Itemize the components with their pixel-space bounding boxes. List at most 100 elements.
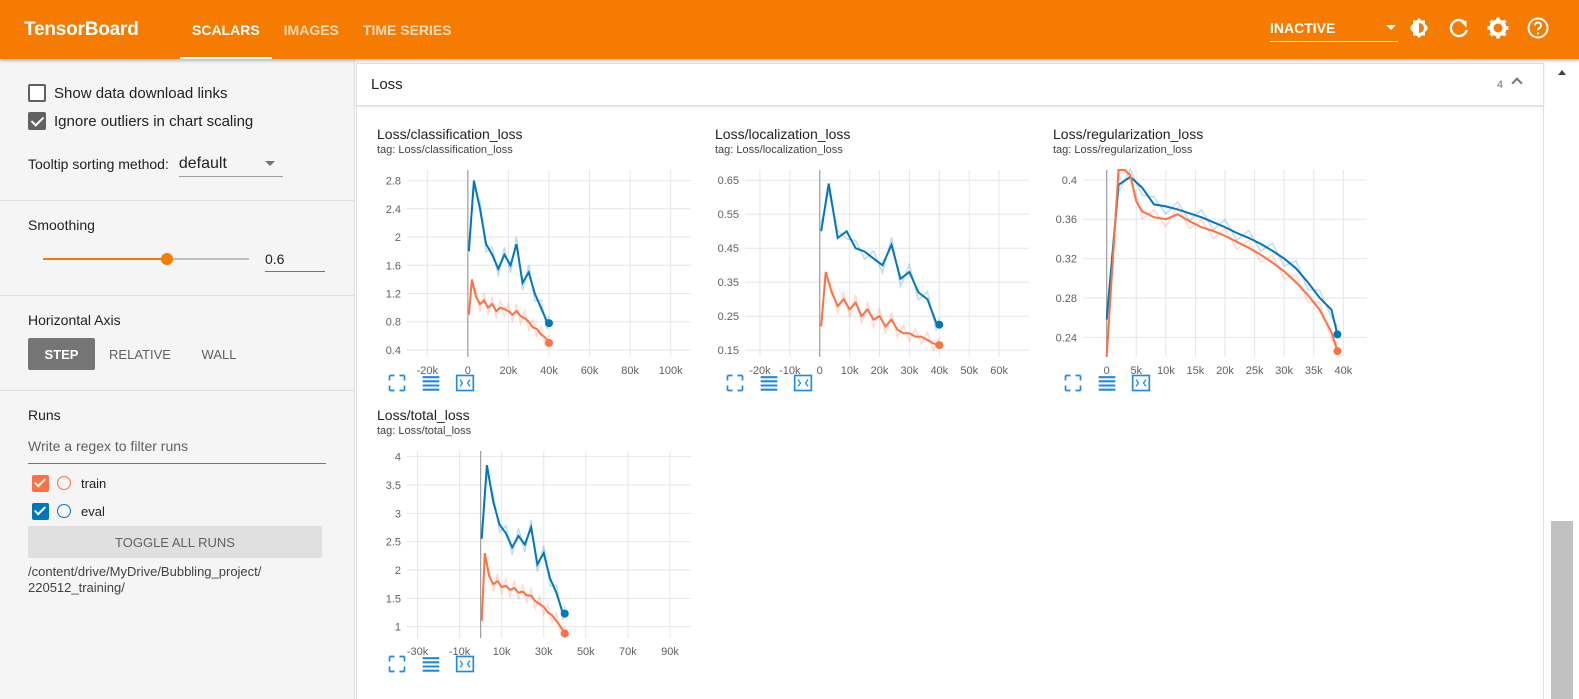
theme-toggle-icon[interactable] — [1407, 16, 1431, 40]
group-title: Loss — [371, 76, 403, 93]
tab-time-series[interactable]: TIME SERIES — [362, 21, 452, 38]
tab-images[interactable]: IMAGES — [283, 21, 339, 38]
chart-title: Loss/classification_loss — [377, 126, 523, 142]
x-tick-label: 0 — [817, 365, 823, 377]
y-tick-label: 3.5 — [386, 480, 401, 492]
line-chart: 0.24 0.28 0.32 0.36 0.4 0 5k 10k 15k 20k 25k 30k 35k… — [1056, 168, 1367, 377]
plugin-status-dropdown[interactable]: INACTIVE — [1270, 14, 1398, 42]
x-tick-label: 10k — [493, 646, 511, 658]
line-chart: 1 1.5 2 2.5 3 3.5 4 -30k -10k 10k 30k 50k 70k 90k — [386, 451, 691, 658]
ignore-outliers-checkbox[interactable] — [28, 112, 46, 130]
x-tick-label: 40k — [930, 365, 948, 377]
fullscreen-icon[interactable] — [385, 654, 409, 674]
main-scrollbar[interactable] — [1549, 59, 1579, 699]
top-app-bar: TensorBoard SCALARS IMAGES TIME SERIES I… — [0, 0, 1579, 59]
ignore-outliers-row[interactable]: Ignore outliers in chart scaling — [0, 107, 253, 135]
axis-relative-button[interactable]: RELATIVE — [109, 346, 171, 362]
x-tick-label: 15k — [1187, 365, 1205, 377]
y-tick-label: 2 — [395, 232, 401, 244]
run-train-checkbox[interactable] — [32, 474, 49, 492]
logdir-path: /content/drive/MyDrive/Bubbling_project/… — [28, 564, 262, 595]
x-tick-label: 0 — [1104, 365, 1110, 377]
run-eval-label: eval — [81, 503, 105, 519]
chart-card: Loss/total_loss tag: Loss/total_loss 1 1.5 2… — [377, 407, 707, 682]
scroll-up-arrow[interactable] — [1558, 70, 1566, 75]
toggle-log-scale-icon[interactable] — [1095, 373, 1119, 393]
toggle-log-scale-icon[interactable] — [757, 373, 781, 393]
x-tick-label: 50k — [577, 646, 595, 658]
run-item-train[interactable]: train — [0, 469, 106, 497]
chart-tag: tag: Loss/regularization_loss — [1053, 144, 1193, 156]
fullscreen-icon[interactable] — [1061, 373, 1085, 393]
y-tick-label: 0.45 — [718, 243, 739, 255]
run-eval-color-swatch[interactable] — [57, 504, 71, 518]
fullscreen-icon[interactable] — [723, 373, 747, 393]
group-count: 4 — [1496, 78, 1503, 91]
x-tick-label: 30k — [901, 365, 919, 377]
series-line — [1105, 175, 1339, 335]
y-tick-label: 0.36 — [1056, 214, 1077, 226]
chart-tag: tag: Loss/total_loss — [377, 425, 472, 437]
series-line — [467, 180, 550, 324]
chart-title: Loss/total_loss — [377, 407, 470, 423]
fit-domain-icon[interactable] — [453, 654, 477, 674]
series-raw-line — [1105, 168, 1338, 350]
series-eval — [1105, 168, 1339, 335]
chevron-up-icon[interactable] — [1511, 77, 1523, 89]
chevron-down-icon — [264, 161, 275, 166]
smoothing-label: Smoothing — [28, 217, 95, 233]
run-train-label: train — [81, 475, 107, 491]
fit-domain-icon[interactable] — [791, 373, 815, 393]
chart-title: Loss/regularization_loss — [1053, 126, 1204, 142]
show-download-links-checkbox[interactable] — [28, 84, 46, 102]
settings-gear-icon[interactable] — [1486, 16, 1510, 40]
ignore-outliers-label: Ignore outliers in chart scaling — [54, 112, 254, 130]
y-tick-label: 1.2 — [386, 288, 401, 300]
chart-tag: tag: Loss/classification_loss — [377, 144, 513, 156]
x-tick-label: 35k — [1305, 365, 1323, 377]
show-download-links-row[interactable]: Show data download links — [0, 79, 227, 107]
series-eval — [480, 465, 566, 621]
show-download-links-label: Show data download links — [54, 84, 228, 102]
x-tick-label: 5k — [1130, 365, 1142, 377]
runs-filter-input[interactable]: Write a regex to filter runs — [28, 438, 326, 464]
smoothing-slider-thumb[interactable] — [160, 253, 173, 265]
axis-wall-button[interactable]: WALL — [201, 346, 237, 362]
series-raw-line — [820, 277, 940, 353]
smoothing-value-input[interactable]: 0.6 — [265, 246, 325, 272]
x-tick-label: -10k — [449, 646, 471, 658]
y-tick-label: 0.65 — [718, 175, 739, 187]
tooltip-sorting-dropdown[interactable]: default — [178, 151, 283, 177]
help-icon[interactable] — [1526, 16, 1550, 40]
series-train — [467, 279, 550, 348]
toggle-all-runs-button[interactable]: TOGGLE ALL RUNS — [28, 526, 322, 558]
series-line — [480, 552, 566, 635]
series-train — [480, 552, 566, 637]
axis-step-button[interactable]: STEP — [28, 338, 95, 370]
series-end-point — [545, 319, 553, 328]
run-train-color-swatch[interactable] — [57, 476, 71, 490]
run-item-eval[interactable]: eval — [0, 497, 105, 525]
toggle-log-scale-icon[interactable] — [419, 373, 443, 393]
chart-card: Loss/classification_loss tag: Loss/classi… — [377, 126, 707, 401]
loss-group-header[interactable]: Loss 4 — [356, 63, 1544, 106]
refresh-icon[interactable] — [1447, 16, 1471, 40]
toggle-log-scale-icon[interactable] — [419, 654, 443, 674]
chart-actions — [385, 654, 477, 674]
y-tick-label: 0.8 — [386, 317, 401, 329]
tab-scalars[interactable]: SCALARS — [180, 0, 272, 59]
smoothing-slider[interactable] — [43, 253, 249, 265]
scrollbar-thumb[interactable] — [1551, 521, 1573, 699]
fullscreen-icon[interactable] — [385, 373, 409, 393]
fit-domain-icon[interactable] — [1129, 373, 1153, 393]
series-line — [480, 465, 566, 615]
y-tick-label: 2 — [395, 565, 401, 577]
app-title: TensorBoard — [24, 18, 139, 40]
x-tick-label: 90k — [661, 646, 679, 658]
line-chart: 0.4 0.8 1.2 1.6 2 2.4 2.8 -20k 0 20k 40k 60k 80k 100k — [386, 170, 691, 377]
fit-domain-icon[interactable] — [453, 373, 477, 393]
chart-actions — [1061, 373, 1153, 393]
run-eval-checkbox[interactable] — [32, 502, 49, 520]
y-tick-label: 0.35 — [718, 277, 739, 289]
y-tick-label: 1.5 — [386, 593, 401, 605]
